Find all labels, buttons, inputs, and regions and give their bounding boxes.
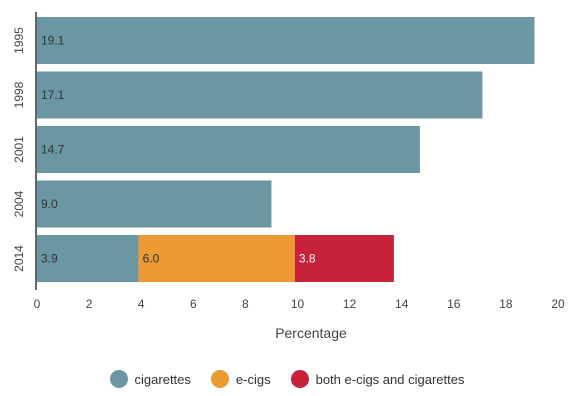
category-label-1998: 1998 — [12, 81, 26, 108]
x-tick-4: 4 — [138, 297, 145, 311]
bar-1998-cigarettes — [37, 71, 483, 119]
x-axis-title: Percentage — [275, 325, 347, 341]
data-label-1998-cigarettes: 17.1 — [41, 88, 65, 102]
data-label-2014-e-cigs: 6.0 — [143, 252, 160, 266]
bar-2014-both-e-cigs-and-cigarettes — [294, 235, 394, 282]
legend-label: both e-cigs and cigarettes — [315, 371, 465, 387]
legend-swatch — [109, 370, 128, 388]
legend-swatch — [210, 370, 229, 388]
category-label-2014: 2014 — [12, 245, 26, 272]
bars-layer: 19.1 17.1 14.7 9.0 3.9 6.0 3.8 — [37, 17, 535, 282]
data-label-2014-both-e-cigs-and-cigarettes: 3.8 — [299, 252, 316, 266]
category-labels: 1995 1998 2001 2004 2014 — [12, 27, 26, 272]
category-label-1995: 1995 — [12, 27, 26, 54]
x-tick-14: 14 — [395, 297, 409, 311]
data-label-1995-cigarettes: 19.1 — [41, 34, 65, 48]
data-label-2014-cigarettes: 3.9 — [41, 252, 58, 266]
x-tick-2: 2 — [86, 297, 93, 311]
x-tick-6: 6 — [190, 297, 197, 311]
bar-2004-cigarettes — [37, 180, 272, 228]
bar-2014-cigarettes — [37, 235, 139, 282]
category-label-2001: 2001 — [12, 136, 26, 163]
bar-2014-e-cigs — [138, 235, 295, 282]
x-tick-18: 18 — [499, 297, 513, 311]
data-label-2001-cigarettes: 14.7 — [41, 143, 65, 157]
x-tick-0: 0 — [34, 297, 41, 311]
legend-item-e-cigs: e-cigs — [210, 370, 271, 388]
stacked-bar-chart: 19.117.114.79.03.9 6.0 3.8 199519982001200… — [12, 12, 565, 341]
legend-swatch — [290, 370, 309, 388]
x-tick-16: 16 — [447, 297, 461, 311]
legend-item-both-e-cigs-and-cigarettes: both e-cigs and cigarettes — [290, 370, 465, 388]
legend-item-cigarettes: cigarettes — [109, 370, 191, 388]
x-tick-labels: 0 2 4 6 8 10 12 14 16 18 20 — [34, 297, 565, 311]
bar-2001-cigarettes — [37, 126, 420, 173]
category-label-2004: 2004 — [12, 190, 26, 217]
x-tick-20: 20 — [551, 297, 565, 311]
data-label-2004-cigarettes: 9.0 — [41, 197, 58, 211]
x-tick-10: 10 — [291, 297, 305, 311]
bar-1995-cigarettes — [37, 17, 535, 64]
x-tick-8: 8 — [242, 297, 249, 311]
x-tick-12: 12 — [343, 297, 357, 311]
legend-label: cigarettes — [134, 371, 191, 387]
legend: cigarettes e-cigs both e-cigs and cigarett… — [0, 367, 574, 391]
legend-label: e-cigs — [235, 371, 271, 387]
